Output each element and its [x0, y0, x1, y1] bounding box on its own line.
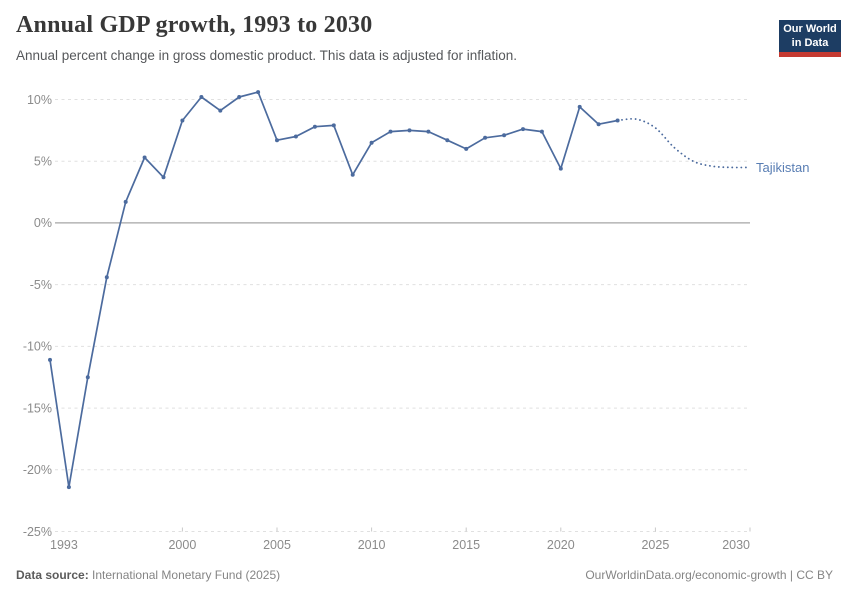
owid-logo-line1: Our World: [783, 22, 837, 35]
data-point-marker[interactable]: [66, 485, 71, 490]
y-axis-tick-label: -10%: [23, 340, 52, 354]
x-axis-tick-label: 2020: [547, 538, 575, 552]
data-point-marker[interactable]: [275, 138, 279, 143]
owid-logo[interactable]: Our World in Data: [779, 20, 841, 57]
data-source-value: International Monetary Fund (2025): [88, 568, 281, 582]
page-title: Annual GDP growth, 1993 to 2030: [16, 12, 373, 38]
x-axis-tick-label: 2030: [722, 538, 750, 552]
data-point-marker[interactable]: [293, 134, 298, 139]
data-point-marker[interactable]: [218, 108, 223, 113]
x-axis-tick-label: 2000: [168, 538, 196, 552]
y-axis-tick-label: -5%: [30, 278, 52, 292]
footer-credits: OurWorldinData.org/economic-growth | CC …: [585, 568, 833, 582]
data-point-marker[interactable]: [388, 129, 393, 134]
chart-subtitle: Annual percent change in gross domestic …: [16, 48, 518, 63]
data-point-marker[interactable]: [596, 122, 601, 127]
x-axis-tick-label: 2015: [452, 538, 480, 552]
data-point-marker[interactable]: [142, 155, 147, 160]
entity-label[interactable]: Tajikistan: [756, 160, 809, 175]
data-point-marker[interactable]: [161, 175, 166, 180]
chart-footer: Data source: International Monetary Fund…: [16, 568, 833, 582]
data-point-marker[interactable]: [180, 118, 185, 123]
data-point-marker[interactable]: [483, 135, 488, 140]
x-axis-tick-label: 2010: [358, 538, 386, 552]
data-point-marker[interactable]: [350, 172, 355, 177]
data-point-marker[interactable]: [199, 95, 204, 99]
y-axis-tick-label: 0%: [34, 216, 52, 230]
gdp-growth-projection-line[interactable]: [616, 117, 751, 169]
data-point-marker[interactable]: [331, 123, 336, 128]
x-axis-tick-label: 2025: [641, 538, 669, 552]
data-point-marker[interactable]: [407, 128, 412, 133]
license-label: | CC BY: [786, 568, 833, 582]
data-point-marker[interactable]: [426, 129, 431, 134]
data-point-marker[interactable]: [539, 129, 544, 134]
x-axis-tick-label: 2005: [263, 538, 291, 552]
data-point-marker[interactable]: [104, 275, 109, 280]
data-point-marker[interactable]: [48, 357, 52, 362]
data-source-label: Data source:: [16, 568, 89, 582]
y-axis-tick-label: -15%: [23, 401, 52, 415]
data-point-marker[interactable]: [237, 95, 242, 99]
data-point-marker[interactable]: [123, 199, 128, 204]
y-axis-tick-label: -25%: [23, 525, 52, 539]
y-axis-tick-label: -20%: [23, 463, 52, 477]
data-point-marker[interactable]: [558, 166, 563, 171]
data-point-marker[interactable]: [369, 140, 374, 145]
owid-logo-line2: in Data: [791, 37, 829, 49]
y-axis-tick-label: 10%: [27, 93, 52, 107]
owid-url-link[interactable]: OurWorldinData.org/economic-growth: [585, 568, 787, 582]
data-point-marker[interactable]: [85, 375, 90, 380]
data-source: Data source: International Monetary Fund…: [16, 568, 280, 582]
gdp-growth-line[interactable]: [49, 91, 619, 488]
x-axis-tick-label: 1993: [50, 538, 78, 552]
data-point-marker[interactable]: [445, 138, 450, 143]
data-point-marker[interactable]: [256, 90, 261, 95]
y-axis-tick-label: 5%: [34, 155, 52, 169]
data-point-marker[interactable]: [577, 104, 582, 109]
data-point-marker[interactable]: [464, 146, 469, 151]
data-point-marker[interactable]: [502, 133, 507, 138]
data-point-marker[interactable]: [312, 124, 317, 129]
data-point-marker[interactable]: [521, 127, 525, 132]
